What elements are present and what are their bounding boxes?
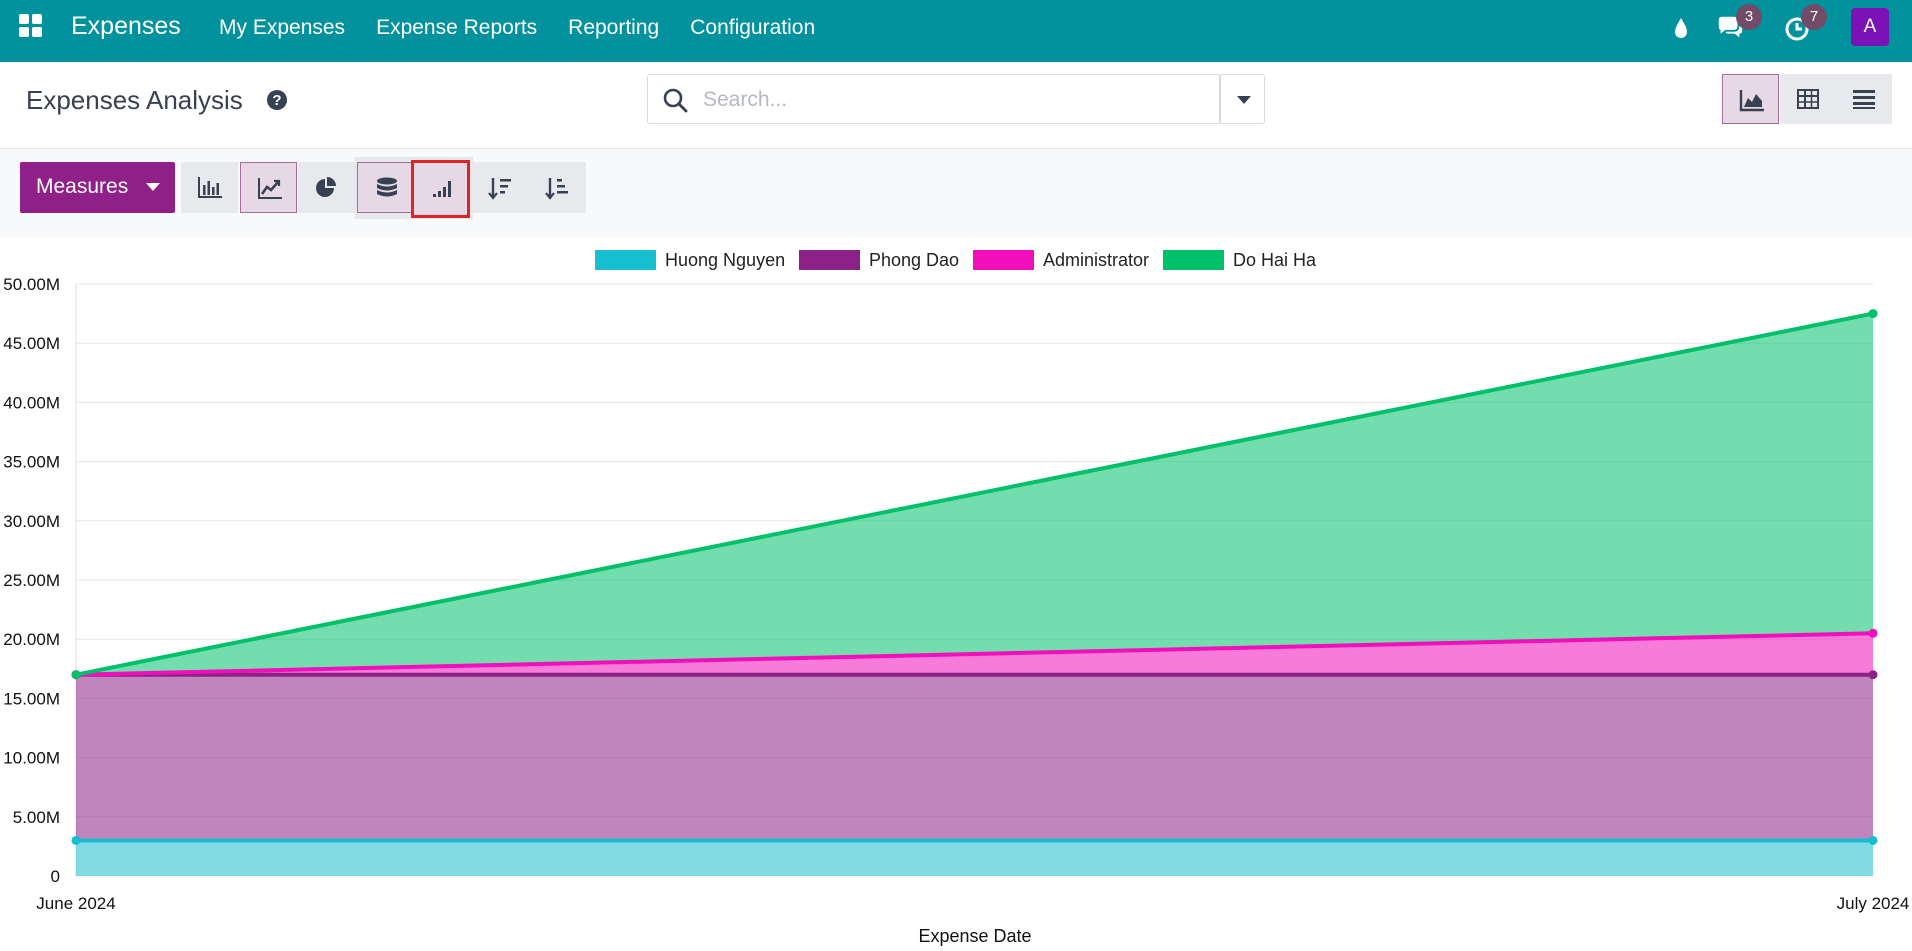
data-point bbox=[1868, 309, 1878, 319]
legend-item[interactable]: Huong Nguyen bbox=[595, 250, 785, 270]
y-tick-label: 5.00M bbox=[13, 808, 60, 827]
app-brand[interactable]: Expenses bbox=[71, 12, 181, 40]
y-tick-label: 35.00M bbox=[3, 453, 60, 472]
pivot-table-icon bbox=[1797, 89, 1819, 109]
data-point bbox=[1868, 670, 1878, 680]
sort-descending-button[interactable] bbox=[472, 162, 529, 213]
page-title: Expenses Analysis bbox=[26, 85, 243, 115]
search-icon bbox=[663, 88, 688, 113]
data-point bbox=[1868, 835, 1878, 845]
pie-chart-button[interactable] bbox=[298, 162, 355, 213]
measures-label: Measures bbox=[36, 175, 129, 198]
menu-configuration[interactable]: Configuration bbox=[690, 16, 816, 39]
y-tick-label: 40.00M bbox=[3, 393, 60, 412]
sort-descending-icon bbox=[488, 178, 511, 200]
measures-dropdown-button[interactable]: Measures bbox=[20, 162, 175, 213]
y-tick-label: 25.00M bbox=[3, 571, 60, 590]
bar-chart-button[interactable] bbox=[181, 162, 238, 213]
chevron-down-icon bbox=[1237, 96, 1251, 104]
line-chart-icon bbox=[258, 178, 282, 199]
area-1 bbox=[76, 674, 1873, 841]
legend-swatch bbox=[595, 250, 656, 270]
menu-reporting[interactable]: Reporting bbox=[568, 16, 660, 39]
legend-label: Do Hai Ha bbox=[1233, 250, 1317, 270]
help-icon[interactable]: ? bbox=[266, 89, 288, 111]
legend-label: Administrator bbox=[1043, 250, 1149, 270]
legend-label: Phong Dao bbox=[869, 250, 959, 270]
stacked-button[interactable] bbox=[357, 162, 414, 213]
data-point bbox=[1868, 628, 1878, 638]
data-point bbox=[71, 670, 81, 680]
main-menu: My Expenses Expense Reports Reporting Co… bbox=[219, 16, 815, 40]
legend-item[interactable]: Phong Dao bbox=[799, 250, 959, 270]
data-point bbox=[71, 835, 81, 845]
y-tick-label: 50.00M bbox=[3, 275, 60, 294]
activities-clock-icon[interactable] bbox=[1783, 13, 1813, 43]
list-view-button[interactable] bbox=[1835, 74, 1892, 124]
x-tick-label: June 2024 bbox=[36, 894, 115, 913]
stacked-area-chart: 0 5.00M 10.00M 15.00M 20.00M 25.00M 30.00M 35.0… bbox=[3, 250, 1910, 946]
menu-expense-reports[interactable]: Expense Reports bbox=[376, 16, 538, 39]
y-tick-label: 15.00M bbox=[3, 689, 60, 708]
pivot-view-button[interactable] bbox=[1780, 74, 1837, 124]
legend-item[interactable]: Administrator bbox=[973, 250, 1149, 270]
bar-chart-icon bbox=[198, 177, 222, 198]
user-avatar[interactable]: A bbox=[1851, 8, 1889, 46]
legend-swatch bbox=[973, 250, 1034, 270]
series-line-3 bbox=[75, 311, 1874, 677]
y-tick-label: 10.00M bbox=[3, 749, 60, 768]
y-tick-label: 20.00M bbox=[3, 630, 60, 649]
activities-badge: 7 bbox=[1801, 4, 1827, 30]
sort-ascending-icon bbox=[545, 178, 568, 200]
area-chart-icon bbox=[1739, 90, 1764, 112]
legend-item[interactable]: Do Hai Ha bbox=[1163, 250, 1317, 270]
svg-text:?: ? bbox=[272, 92, 281, 109]
cumulative-icon bbox=[433, 181, 451, 197]
search-bar bbox=[647, 74, 1220, 124]
control-panel-divider bbox=[0, 148, 1912, 149]
y-tick-label: 0 bbox=[51, 867, 60, 886]
messages-badge: 3 bbox=[1736, 4, 1762, 30]
menu-my-expenses[interactable]: My Expenses bbox=[219, 16, 346, 39]
selection-highlight bbox=[411, 160, 470, 218]
list-icon bbox=[1853, 90, 1875, 109]
graph-view-button[interactable] bbox=[1722, 74, 1779, 124]
legend-label: Huong Nguyen bbox=[665, 250, 785, 270]
stacked-icon bbox=[377, 177, 397, 197]
pie-chart-icon bbox=[316, 177, 336, 197]
search-options-toggle[interactable] bbox=[1220, 74, 1265, 124]
apps-menu-icon[interactable] bbox=[18, 13, 44, 39]
line-chart-button[interactable] bbox=[240, 162, 297, 213]
legend-swatch bbox=[799, 250, 860, 270]
legend-swatch bbox=[1163, 250, 1224, 270]
sort-ascending-button[interactable] bbox=[529, 162, 586, 213]
top-navbar: Expenses My Expenses Expense Reports Rep… bbox=[0, 0, 1912, 62]
chevron-down-icon bbox=[146, 183, 160, 191]
x-axis-title: Expense Date bbox=[918, 926, 1031, 946]
y-tick-label: 30.00M bbox=[3, 512, 60, 531]
y-tick-label: 45.00M bbox=[3, 334, 60, 353]
area-0 bbox=[76, 840, 1873, 876]
messages-icon[interactable] bbox=[1715, 13, 1745, 43]
series-line-2 bbox=[75, 631, 1874, 677]
search-input[interactable] bbox=[703, 85, 1203, 115]
drop-icon[interactable] bbox=[1666, 14, 1696, 44]
x-tick-label: July 2024 bbox=[1837, 894, 1910, 913]
